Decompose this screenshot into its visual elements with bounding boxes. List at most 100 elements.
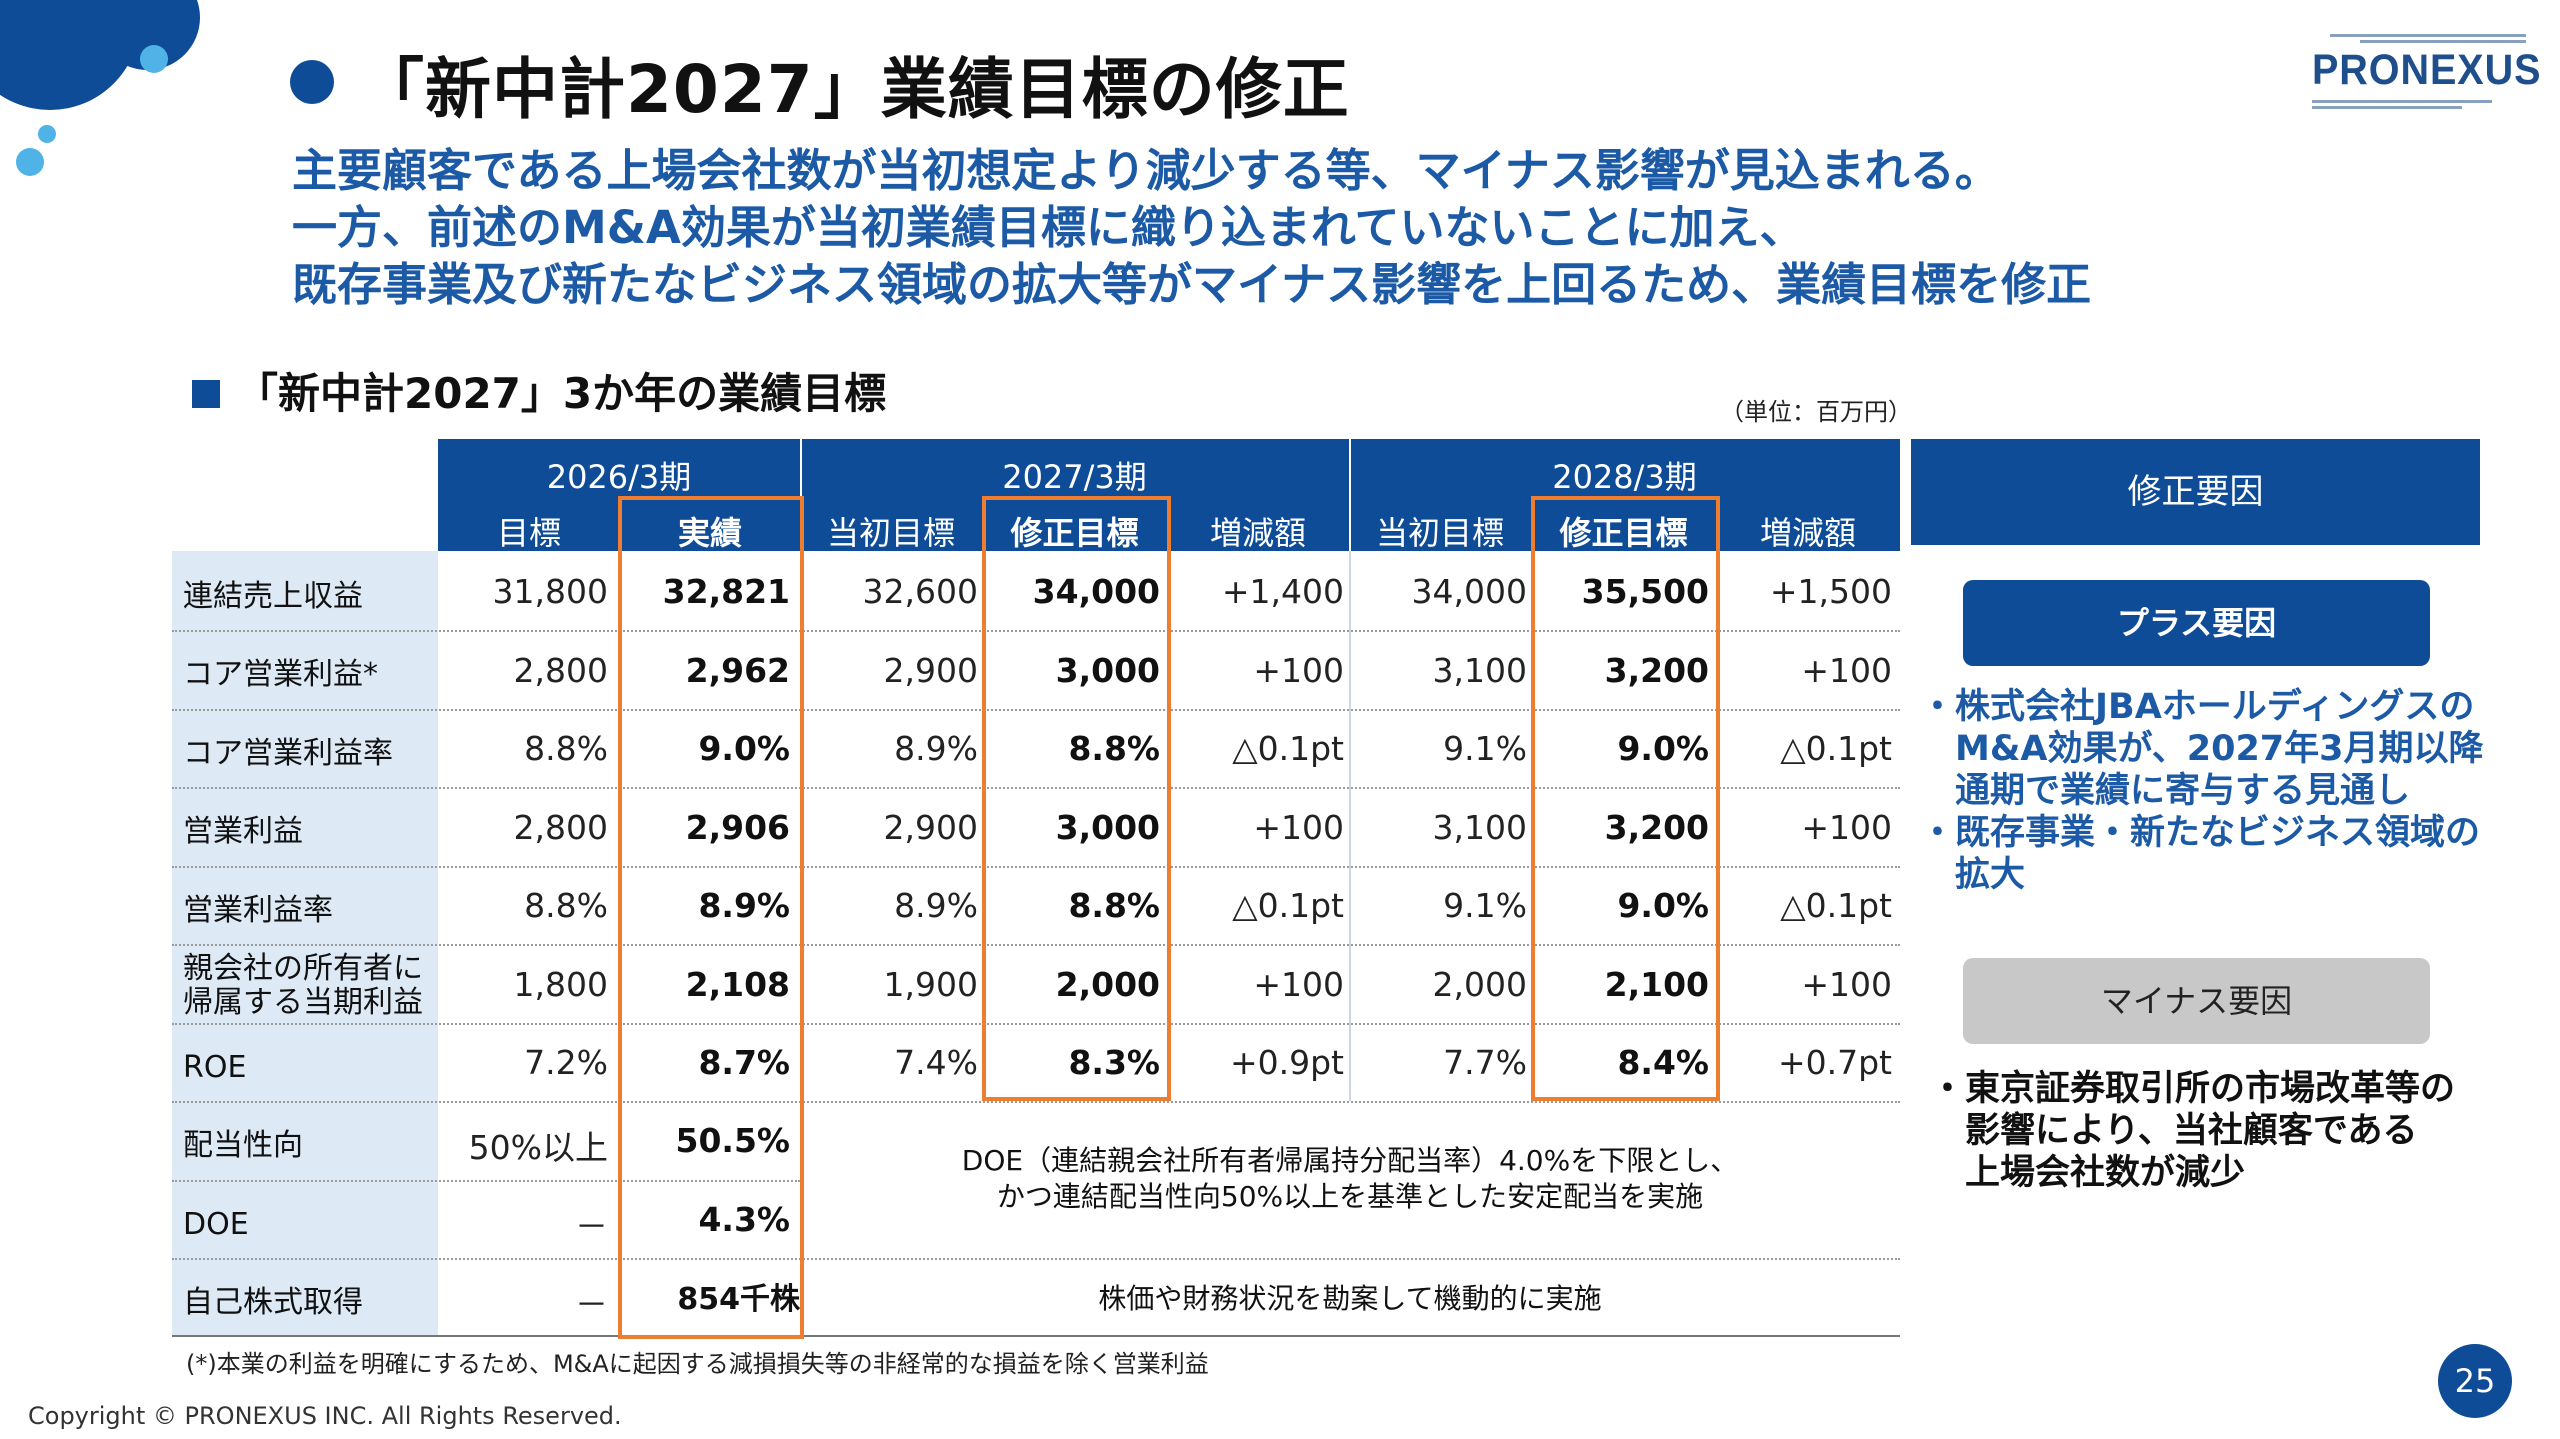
table-cell: 4.3% xyxy=(698,1200,790,1239)
minus-factors-label: マイナス要因 xyxy=(1963,958,2430,1044)
row-label-payout-ratio: 配当性向 xyxy=(183,1128,303,1163)
table-cell: 1,800 xyxy=(513,965,608,1004)
table-cell: 8.9% xyxy=(894,886,978,925)
table-cell: 8.3% xyxy=(1068,1043,1160,1082)
decorative-circle-small xyxy=(38,125,56,143)
square-bullet-icon xyxy=(192,380,220,408)
table-cell: 8.8% xyxy=(524,886,608,925)
row-label-doe: DOE xyxy=(183,1207,249,1242)
page-title: 「新中計2027」業績目標の修正 xyxy=(290,36,1350,132)
row-label-operating-profit: 営業利益 xyxy=(183,814,303,849)
revised-2028-highlight xyxy=(1531,496,1720,1101)
table-cell: +1,500 xyxy=(1769,572,1892,611)
table-cell: +0.7pt xyxy=(1777,1043,1892,1082)
lead-line-3: 既存事業及び新たなビジネス領域の拡大等がマイナス影響を上回るため、業績目標を修正 xyxy=(292,258,2092,311)
revision-factors-header: 修正要因 xyxy=(1911,439,2480,545)
table-cell: 8.8% xyxy=(524,729,608,768)
dividend-policy-note-2: かつ連結配当性向50%以上を基準とした安定配当を実施 xyxy=(996,1180,1704,1213)
table-cell: 31,800 xyxy=(492,572,608,611)
table-cell: 32,600 xyxy=(862,572,978,611)
col-header-initial-target: 当初目標 xyxy=(826,514,955,552)
title-bullet xyxy=(290,60,334,104)
minus-factor-line: ・東京証券取引所の市場改革等の xyxy=(1930,1069,2456,1109)
table-cell: 3,000 xyxy=(1055,808,1160,847)
plus-factor-line: ・既存事業・新たなビジネス領域の xyxy=(1920,813,2481,853)
table-cell: △0.1pt xyxy=(1232,729,1344,768)
table-cell: +100 xyxy=(1253,965,1344,1004)
table-cell: 3,200 xyxy=(1604,651,1709,690)
table-cell: 2,900 xyxy=(883,651,978,690)
table-cell: 2,800 xyxy=(513,808,608,847)
table-cell: 7.2% xyxy=(524,1043,608,1082)
table-cell: 3,200 xyxy=(1604,808,1709,847)
plus-factor-line: 拡大 xyxy=(1920,855,2026,895)
table-cell: +1,400 xyxy=(1221,572,1344,611)
col-header-actual: 実績 xyxy=(677,514,742,552)
table-cell: 50%以上 xyxy=(468,1128,608,1167)
dividend-policy-note-1: DOE（連結親会社所有者帰属持分配当率）4.0%を下限とし、 xyxy=(961,1144,1739,1177)
col-header-change: 増減額 xyxy=(1759,514,1856,552)
table-cell: 9.0% xyxy=(698,729,790,768)
table-cell: 8.4% xyxy=(1617,1043,1709,1082)
table-cell: 9.0% xyxy=(1617,729,1709,768)
plus-factors-label: プラス要因 xyxy=(1963,580,2430,666)
table-cell: △0.1pt xyxy=(1780,729,1892,768)
table-cell: － xyxy=(575,1285,608,1324)
col-header-change: 増減額 xyxy=(1209,514,1306,552)
page-number: 25 xyxy=(2438,1344,2512,1418)
table-cell: 8.8% xyxy=(1068,886,1160,925)
row-label-operating-margin: 営業利益率 xyxy=(183,893,333,928)
table-cell: 9.1% xyxy=(1443,886,1527,925)
table-cell: 7.4% xyxy=(894,1043,978,1082)
table-cell: 2,108 xyxy=(685,965,790,1004)
row-label-net-profit: 親会社の所有者に 帰属する当期利益 xyxy=(183,951,423,1020)
decorative-circle-small xyxy=(162,10,180,28)
table-cell: 34,000 xyxy=(1411,572,1527,611)
table-cell: +100 xyxy=(1801,965,1892,1004)
decorative-circle-small xyxy=(16,148,44,176)
table-cell: 3,100 xyxy=(1432,651,1527,690)
table-cell: 2,100 xyxy=(1604,965,1709,1004)
col-header-revised-target: 修正目標 xyxy=(1559,514,1688,552)
table-cell: 2,900 xyxy=(883,808,978,847)
table-cell: 854千株 xyxy=(677,1282,800,1317)
table-cell: 2,962 xyxy=(685,651,790,690)
period-header-2028: 2028/3期 xyxy=(1552,458,1697,496)
actual-column-highlight xyxy=(618,496,804,1339)
table-cell: 8.7% xyxy=(698,1043,790,1082)
lead-line-1: 主要顧客である上場会社数が当初想定より減少する等、マイナス影響が見込まれる。 xyxy=(292,144,2000,197)
row-label-column xyxy=(172,551,438,1336)
table-cell: +0.9pt xyxy=(1229,1043,1344,1082)
col-header-revised-target: 修正目標 xyxy=(1010,514,1139,552)
table-cell: － xyxy=(575,1207,608,1246)
decorative-circle-small xyxy=(140,45,168,73)
row-label-core-operating-margin: コア営業利益率 xyxy=(183,736,393,771)
table-cell: +100 xyxy=(1253,808,1344,847)
table-cell: 2,906 xyxy=(685,808,790,847)
page-title-text: 「新中計2027」業績目標の修正 xyxy=(358,51,1350,128)
table-cell: 1,900 xyxy=(883,965,978,1004)
section-subtitle-text: 「新中計2027」3か年の業績目標 xyxy=(236,369,887,418)
row-label-roe: ROE xyxy=(183,1050,247,1085)
lead-line-2: 一方、前述のM&A効果が当初業績目標に織り込まれていないことに加え、 xyxy=(292,201,1805,254)
table-cell: △0.1pt xyxy=(1232,886,1344,925)
copyright: Copyright © PRONEXUS INC. All Rights Res… xyxy=(28,1402,622,1430)
table-cell: 9.0% xyxy=(1617,886,1709,925)
table-cell: +100 xyxy=(1801,651,1892,690)
period-header-2027: 2027/3期 xyxy=(1002,458,1147,496)
unit-label: （単位：百万円） xyxy=(1720,398,1912,426)
logo-text: PRONEXUS xyxy=(2312,46,2542,94)
pronexus-logo: PRONEXUS xyxy=(2300,28,2540,112)
footnote: (*)本業の利益を明確にするため、M&Aに起因する減損損失等の非経常的な損益を除… xyxy=(186,1350,1209,1378)
table-cell: +100 xyxy=(1801,808,1892,847)
table-cell: 50.5% xyxy=(675,1121,791,1160)
period-header-2026: 2026/3期 xyxy=(546,458,692,496)
table-cell: 8.9% xyxy=(894,729,978,768)
table-cell: 34,000 xyxy=(1032,572,1160,611)
table-cell: 2,000 xyxy=(1055,965,1160,1004)
table-cell: +100 xyxy=(1253,651,1344,690)
plus-factor-line: M&A効果が、2027年3月期以降 xyxy=(1920,729,2484,769)
table-cell: 8.8% xyxy=(1068,729,1160,768)
minus-factor-line: 上場会社数が減少 xyxy=(1930,1153,2246,1193)
row-label-buyback: 自己株式取得 xyxy=(183,1285,363,1320)
